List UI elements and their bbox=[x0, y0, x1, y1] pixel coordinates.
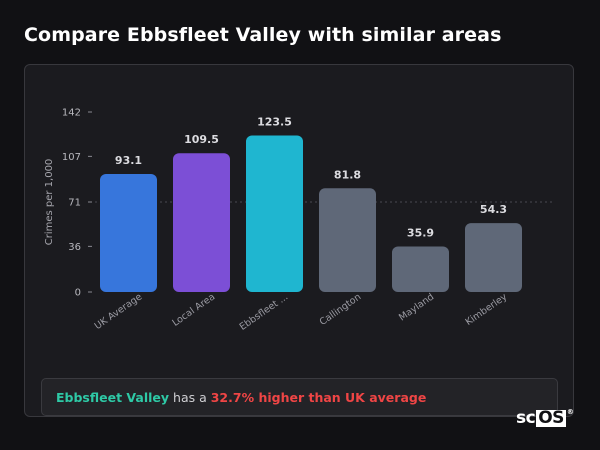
x-category-label-2: Ebbsfleet ... bbox=[238, 291, 291, 332]
bar-value-label-4: 35.9 bbox=[407, 226, 434, 239]
summary-stat: 32.7% higher than UK average bbox=[210, 390, 427, 405]
x-category-label-3: Callington bbox=[318, 291, 364, 328]
y-tick-label-3: 107 bbox=[62, 152, 81, 163]
y-tick-label-0: 0 bbox=[75, 288, 81, 299]
x-category-label-1: Local Area bbox=[170, 291, 217, 328]
x-category-label-0: UK Average bbox=[93, 291, 145, 332]
summary-area-name: Ebbsfleet Valley bbox=[56, 390, 170, 405]
bar-value-label-2: 123.5 bbox=[257, 115, 292, 128]
bar-1 bbox=[173, 153, 230, 292]
bar-value-label-1: 109.5 bbox=[184, 133, 219, 146]
y-tick-label-1: 36 bbox=[68, 242, 81, 253]
bar-5 bbox=[465, 223, 522, 292]
page-title: Compare Ebbsfleet Valley with similar ar… bbox=[24, 24, 502, 46]
bar-3 bbox=[319, 188, 376, 292]
bar-4 bbox=[392, 246, 449, 292]
x-category-label-5: Kimberley bbox=[464, 291, 510, 328]
summary-banner: Ebbsfleet Valley has a 32.7% higher than… bbox=[41, 378, 558, 416]
y-tick-label-4: 142 bbox=[62, 108, 81, 119]
bar-value-label-0: 93.1 bbox=[115, 154, 142, 167]
bar-0 bbox=[100, 173, 157, 292]
x-category-label-4: Mayland bbox=[397, 291, 436, 323]
bar-value-label-3: 81.8 bbox=[334, 168, 361, 181]
brand-boxed: OS bbox=[536, 408, 566, 428]
brand-logo: sc OS ® bbox=[516, 408, 574, 428]
y-axis-label: Crimes per 1,000 bbox=[44, 159, 55, 246]
brand-prefix: sc bbox=[516, 408, 536, 428]
brand-mark: ® bbox=[566, 408, 574, 416]
bar-chart: Crimes per 1,000 0 36 71 107 142 93.1 UK Averag… bbox=[44, 108, 555, 333]
chart-card: Crimes per 1,000 0 36 71 107 142 93.1 UK Averag… bbox=[24, 64, 574, 417]
summary-middle-text: has a bbox=[169, 390, 211, 405]
y-tick-label-2: 71 bbox=[68, 198, 81, 209]
bar-2 bbox=[246, 135, 303, 292]
bar-value-label-5: 54.3 bbox=[480, 203, 507, 216]
